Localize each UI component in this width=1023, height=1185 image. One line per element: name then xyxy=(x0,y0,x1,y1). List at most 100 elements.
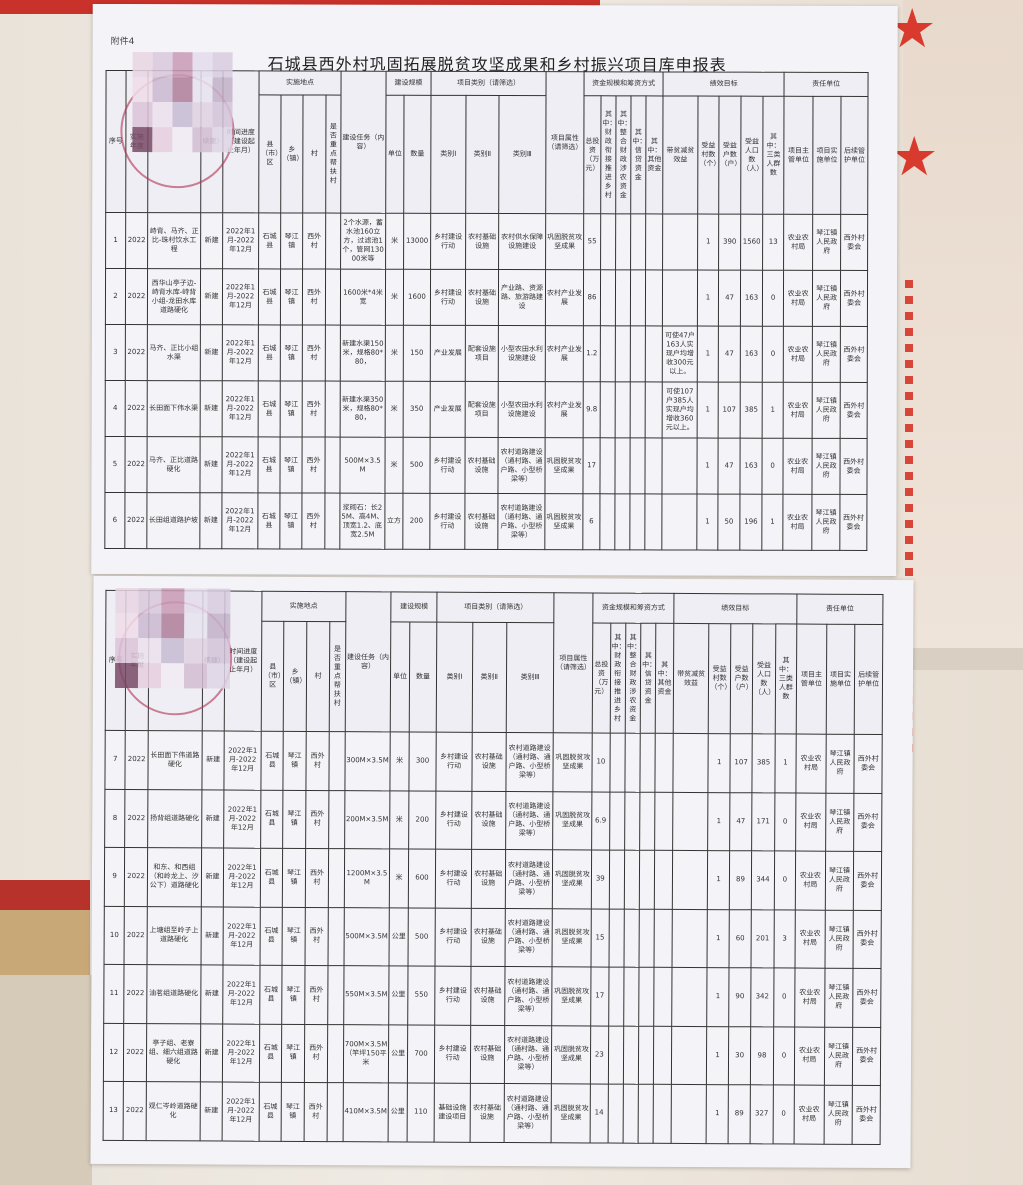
table-cell: 1 xyxy=(697,326,719,383)
mosaic-tile xyxy=(206,663,231,689)
table-cell: 2022年1月-2022年12月 xyxy=(222,380,259,437)
table-cell: 农村基础设施 xyxy=(470,1024,505,1084)
table-cell: 0 xyxy=(773,850,796,910)
table-cell xyxy=(672,791,709,851)
table-cell xyxy=(645,325,663,382)
mosaic-tile xyxy=(207,638,231,664)
table-cell: 农业农村局 xyxy=(794,968,825,1027)
table-cell: 农村供水保障设施建设 xyxy=(498,213,546,270)
table-cell: 西外村委会 xyxy=(853,792,882,852)
table-cell: 石城县 xyxy=(257,436,281,493)
table-cell: 西外村 xyxy=(301,436,326,494)
table-cell: 200 xyxy=(408,790,437,850)
table-cell: 2022年1月-2022年12月 xyxy=(221,492,258,549)
wall-background-right xyxy=(903,0,1023,660)
table-cell xyxy=(645,213,663,270)
table-cell: 西外村 xyxy=(302,324,326,382)
table-cell: 西外村 xyxy=(302,380,326,438)
table-cell: 新建 xyxy=(200,212,223,269)
table-cell: 163 xyxy=(740,270,763,327)
table-cell xyxy=(599,493,615,550)
mosaic-tile xyxy=(138,638,162,664)
table-cell: 163 xyxy=(740,326,763,383)
table-cell xyxy=(600,269,616,326)
table-cell: 0 xyxy=(773,967,796,1027)
table-cell xyxy=(600,213,616,270)
table-cell: 农村产业发展 xyxy=(545,269,584,326)
table-cell: 1 xyxy=(697,382,719,439)
table-cell: 1 xyxy=(708,792,730,851)
table-cell: 新建 xyxy=(201,847,224,907)
table-cell xyxy=(608,967,624,1026)
table-cell xyxy=(654,850,673,909)
table-cell: 产业路、资源路、旅游路建设 xyxy=(498,269,546,326)
table-cell xyxy=(672,850,709,910)
table-cell: 农业农村局 xyxy=(783,438,813,495)
column-subheader: 带贫减贫效益 xyxy=(672,623,710,734)
table-cell: 新建 xyxy=(201,730,225,790)
table-cell: 0 xyxy=(773,1026,795,1086)
table-cell: 0 xyxy=(762,326,784,383)
column-subheader: 带贫减贫效益 xyxy=(662,95,699,215)
table-cell xyxy=(328,790,345,849)
table-cell: 琴江镇 xyxy=(279,436,303,493)
table-cell: 300M×3.5M xyxy=(344,731,391,791)
mosaic-tile xyxy=(192,52,213,78)
table-cell: 琴江镇 xyxy=(282,789,306,849)
table-cell: 石城县 xyxy=(258,324,281,381)
table-cell: 344 xyxy=(751,850,775,910)
table-cell: 农业农村局 xyxy=(795,851,826,910)
table-cell: 西外村 xyxy=(305,789,330,849)
table-cell: 2022 xyxy=(124,906,148,965)
redaction-mosaic xyxy=(132,52,233,153)
table-cell xyxy=(640,733,656,792)
table-cell xyxy=(644,493,663,550)
column-subheader: 其中：财政衔接推进乡村 xyxy=(609,623,626,734)
table-cell xyxy=(662,213,698,271)
table-cell: 观仁岑岭道路硬化 xyxy=(145,1081,201,1141)
table-cell: 西外村 xyxy=(305,848,329,908)
column-subheader: 数量 xyxy=(403,95,432,214)
table-cell xyxy=(324,437,341,494)
table-cell xyxy=(327,1082,343,1142)
table-cell: 米 xyxy=(389,848,409,908)
table-cell: 浆砌石：长25M、高4M、顶宽1.2、底宽2.5M xyxy=(339,493,385,550)
table-cell: 琴江镇 xyxy=(280,212,303,269)
table-cell: 巩固脱贫攻坚成果 xyxy=(551,1025,591,1084)
table-cell: 2022 xyxy=(125,268,148,325)
table-cell: 农村基础设施 xyxy=(465,269,499,326)
table-cell: 石城县 xyxy=(258,380,281,437)
table-cell: 西外村委会 xyxy=(840,270,868,327)
table-cell xyxy=(629,493,645,550)
mosaic-tile xyxy=(114,662,139,689)
table-cell: 西外村 xyxy=(302,212,326,270)
table-cell xyxy=(614,437,631,494)
mosaic-tile xyxy=(132,127,153,153)
table-cell xyxy=(639,850,655,909)
table-cell: 农业农村局 xyxy=(783,326,813,383)
column-subheader: 后续管护单位 xyxy=(840,96,869,215)
table-cell: 公里 xyxy=(388,1082,408,1142)
table-cell xyxy=(629,437,646,494)
table-cell: 西外村 xyxy=(302,268,326,326)
table-cell: 0 xyxy=(762,270,784,327)
table-cell: 350 xyxy=(403,381,431,438)
table-cell: 107 xyxy=(729,733,753,793)
column-subheader: 总投资（万元） xyxy=(583,95,602,214)
table-cell: 1 xyxy=(105,212,126,269)
column-header: 建设任务（内容） xyxy=(344,591,392,732)
mosaic-tile xyxy=(212,102,233,128)
table-cell: 200M×3.5M xyxy=(344,790,391,849)
table-cell xyxy=(671,1025,708,1085)
table-cell xyxy=(630,269,646,326)
table-cell: 石城县 xyxy=(260,789,284,849)
column-subheader: 受益户数（户） xyxy=(718,96,742,215)
table-cell: 乡村建设行动 xyxy=(435,849,472,908)
table-cell: 17 xyxy=(582,437,601,494)
table-cell: 13 xyxy=(762,214,784,271)
column-header: 绩效目标 xyxy=(663,71,785,97)
table-cell: 小型农田水利设施建设 xyxy=(498,325,546,382)
mosaic-tile xyxy=(137,663,162,689)
table-cell: 米 xyxy=(389,790,409,850)
table-cell xyxy=(615,381,631,438)
